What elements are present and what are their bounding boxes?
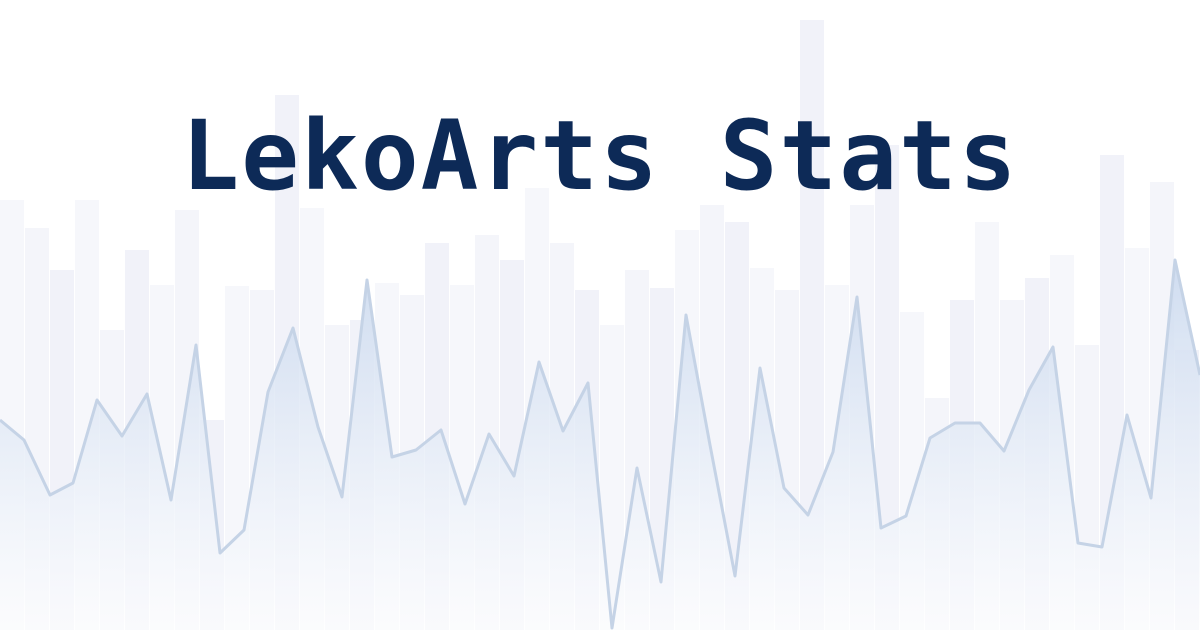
background-line <box>0 258 1200 630</box>
page-title: LekoArts Stats <box>181 100 1019 212</box>
background-area <box>0 260 1200 630</box>
